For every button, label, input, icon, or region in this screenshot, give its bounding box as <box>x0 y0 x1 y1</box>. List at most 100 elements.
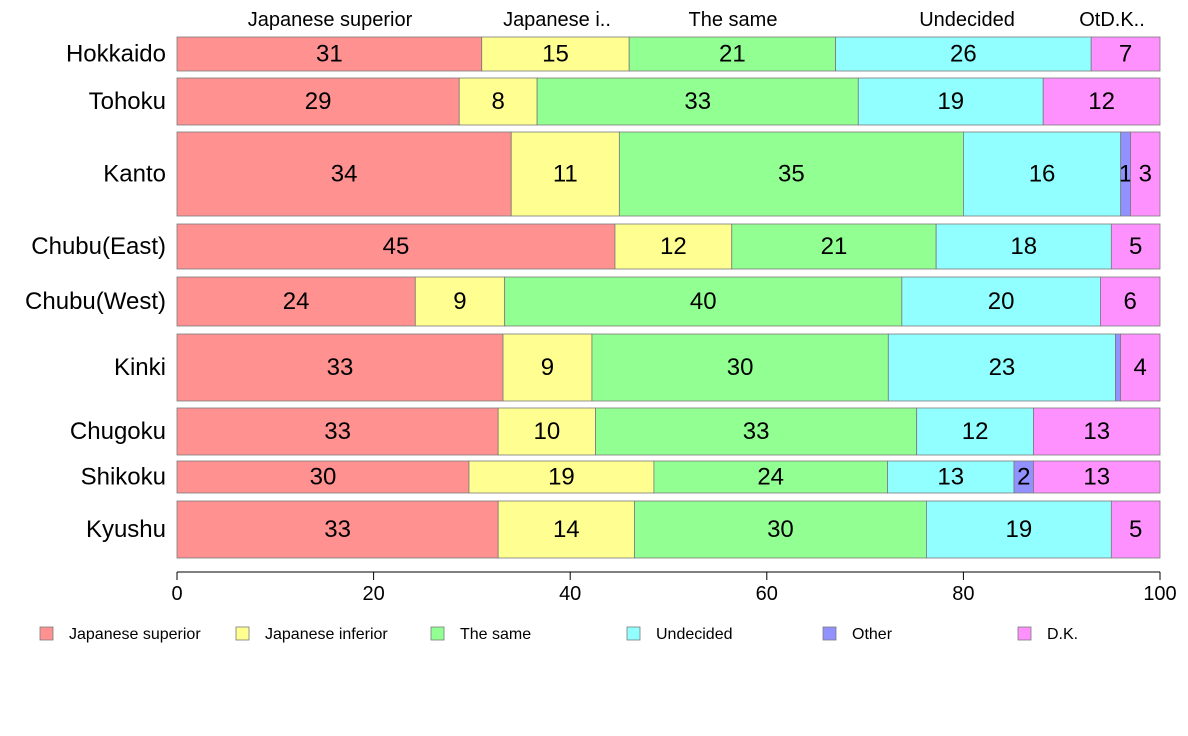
data-label: 33 <box>324 516 351 543</box>
bar-segment <box>963 131 1122 217</box>
x-tick-label: 60 <box>756 583 778 605</box>
data-label: 21 <box>719 41 746 68</box>
data-label: 31 <box>316 41 343 68</box>
legend-swatch <box>430 626 445 641</box>
data-label: 8 <box>491 88 504 115</box>
data-label: 12 <box>660 233 687 260</box>
data-label: 5 <box>1129 516 1142 543</box>
data-label: 5 <box>1129 233 1142 260</box>
bar-segment <box>1100 276 1161 327</box>
bar-segment <box>176 223 616 270</box>
bar-segment <box>1033 460 1161 494</box>
legend-label: The same <box>460 626 531 643</box>
bar-segment <box>857 77 1044 126</box>
data-label: 20 <box>988 288 1015 315</box>
legend-swatch <box>822 626 837 641</box>
data-label: 4 <box>1134 354 1147 381</box>
row-label: Tohoku <box>89 88 166 115</box>
legend-label: Japanese inferior <box>265 626 388 643</box>
data-label: 33 <box>684 88 711 115</box>
data-label: 7 <box>1119 41 1132 68</box>
bar-segment <box>628 36 837 72</box>
top-label: The same <box>689 9 778 31</box>
data-label: 13 <box>1083 464 1110 491</box>
bar-segment <box>653 460 888 494</box>
bar-segment <box>595 407 918 456</box>
data-label: 19 <box>1006 516 1033 543</box>
data-label: 21 <box>821 233 848 260</box>
data-label: 30 <box>310 464 337 491</box>
bar-segment <box>510 131 620 217</box>
data-label: 2 <box>1017 464 1030 491</box>
x-tick-label: 40 <box>559 583 581 605</box>
bar-segment <box>887 460 1015 494</box>
data-label: 24 <box>283 288 310 315</box>
bar-segment <box>591 333 889 402</box>
row-label: Shikoku <box>81 464 166 491</box>
bar-segment <box>887 333 1116 402</box>
data-label: 13 <box>937 464 964 491</box>
bar-segment <box>176 77 460 126</box>
row-label: Hokkaido <box>66 41 166 68</box>
bar-segment <box>468 460 655 494</box>
legend-label: Undecided <box>656 626 733 643</box>
row-label: Chugoku <box>70 418 166 445</box>
data-label: 29 <box>305 88 332 115</box>
bar-segment <box>176 333 504 402</box>
data-label: 9 <box>453 288 466 315</box>
bar-segment <box>1110 223 1161 270</box>
bar-segment <box>731 223 937 270</box>
bar-segment <box>458 77 538 126</box>
data-label: 45 <box>383 233 410 260</box>
legend-swatch <box>626 626 641 641</box>
top-label: Japanese superior <box>248 9 413 31</box>
data-label: 15 <box>542 41 569 68</box>
bar-segment <box>618 131 964 217</box>
bar-segment <box>935 223 1112 270</box>
data-label: 24 <box>757 464 784 491</box>
data-label: 33 <box>743 418 770 445</box>
x-tick-label: 20 <box>362 583 384 605</box>
row-label: Kinki <box>114 354 166 381</box>
x-tick-label: 0 <box>171 583 182 605</box>
x-tick-label: 100 <box>1143 583 1176 605</box>
bar-segment <box>1042 77 1161 126</box>
data-label: 34 <box>331 161 358 188</box>
bar-segment <box>176 36 483 72</box>
bar-segment <box>901 276 1101 327</box>
data-label: 6 <box>1124 288 1137 315</box>
data-label: 30 <box>767 516 794 543</box>
bar-segment <box>1115 333 1121 402</box>
legend-swatch <box>39 626 54 641</box>
legend-swatch <box>1017 626 1032 641</box>
bar-segment <box>1110 500 1161 559</box>
data-label: 18 <box>1010 233 1037 260</box>
data-label: 12 <box>962 418 989 445</box>
bar-segment <box>176 407 499 456</box>
data-label: 12 <box>1088 88 1115 115</box>
data-label: 3 <box>1139 161 1152 188</box>
x-tick-label: 80 <box>952 583 974 605</box>
bar-segment <box>835 36 1092 72</box>
data-label: 13 <box>1083 418 1110 445</box>
data-label: 23 <box>989 354 1016 381</box>
bar-segment <box>504 276 903 327</box>
bar-segment <box>634 500 927 559</box>
bar-segment <box>916 407 1034 456</box>
data-label: 26 <box>950 41 977 68</box>
legend-swatch <box>235 626 250 641</box>
bar-segment <box>176 500 499 559</box>
bar-segment <box>497 407 596 456</box>
top-label: Undecided <box>919 9 1015 31</box>
data-label: 19 <box>937 88 964 115</box>
data-label: 35 <box>778 161 805 188</box>
row-label: Kanto <box>103 161 166 188</box>
legend-label: Other <box>852 626 893 643</box>
data-label: 11 <box>553 161 578 188</box>
top-label: Japanese i.. <box>503 9 611 31</box>
data-label: 19 <box>548 464 575 491</box>
bar-segment <box>536 77 859 126</box>
data-label: 33 <box>324 418 351 445</box>
bar-segment <box>1033 407 1161 456</box>
